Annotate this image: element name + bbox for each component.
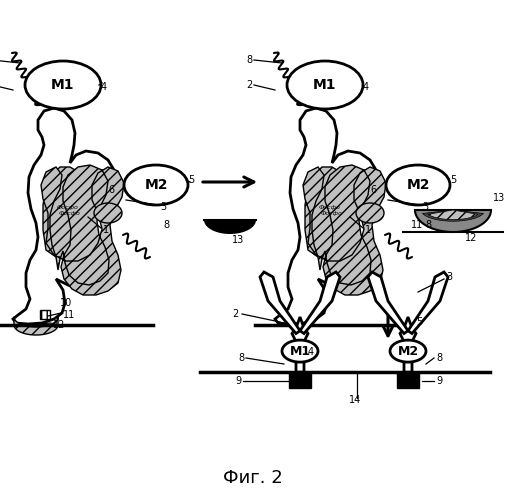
Text: 13: 13	[493, 193, 505, 203]
Text: 3: 3	[446, 272, 452, 282]
Text: 3: 3	[422, 202, 428, 212]
Text: 10: 10	[60, 298, 73, 308]
Text: 4: 4	[308, 347, 314, 357]
Text: 2: 2	[232, 309, 238, 319]
Ellipse shape	[386, 165, 450, 205]
Text: 5: 5	[450, 175, 456, 185]
Ellipse shape	[94, 203, 122, 223]
Text: 3: 3	[160, 202, 166, 212]
Text: M2: M2	[406, 178, 430, 192]
Text: 6: 6	[370, 185, 376, 195]
Ellipse shape	[282, 340, 318, 362]
Text: 6: 6	[108, 185, 114, 195]
Text: 14: 14	[349, 395, 361, 405]
Ellipse shape	[350, 201, 374, 219]
Polygon shape	[408, 272, 448, 334]
Text: 8: 8	[163, 220, 169, 230]
Polygon shape	[305, 167, 355, 257]
Bar	[289, 372, 311, 388]
Polygon shape	[204, 220, 256, 234]
Text: 12: 12	[53, 320, 65, 330]
Text: 5: 5	[416, 317, 422, 327]
Ellipse shape	[124, 165, 188, 205]
Ellipse shape	[88, 201, 112, 219]
Text: M2: M2	[144, 178, 168, 192]
Polygon shape	[260, 272, 300, 334]
Polygon shape	[275, 108, 378, 324]
Text: 12: 12	[465, 233, 478, 243]
Text: 1: 1	[103, 225, 109, 235]
Text: 8: 8	[436, 353, 442, 363]
Polygon shape	[41, 165, 124, 295]
Polygon shape	[368, 272, 408, 334]
Text: 8: 8	[425, 220, 431, 230]
Polygon shape	[400, 317, 416, 372]
Polygon shape	[43, 167, 93, 257]
Polygon shape	[303, 165, 386, 295]
Text: M1: M1	[313, 78, 337, 92]
Polygon shape	[300, 272, 340, 334]
Text: 4: 4	[101, 82, 107, 92]
Bar	[40, 310, 50, 319]
Text: 8: 8	[238, 353, 244, 363]
Text: 8: 8	[246, 55, 252, 65]
Text: 4: 4	[363, 82, 369, 92]
Text: 2: 2	[246, 80, 252, 90]
Polygon shape	[422, 210, 484, 221]
Text: 11: 11	[411, 220, 423, 230]
Ellipse shape	[390, 340, 426, 362]
Ellipse shape	[287, 61, 363, 109]
Text: M1: M1	[289, 344, 311, 358]
Ellipse shape	[356, 203, 384, 223]
Ellipse shape	[25, 61, 101, 109]
Text: 11: 11	[63, 310, 75, 320]
Text: 13: 13	[232, 235, 244, 245]
Text: Фосфо: Фосфо	[321, 210, 343, 216]
Text: 9: 9	[436, 376, 442, 386]
Text: 5: 5	[188, 175, 194, 185]
Text: M1: M1	[51, 78, 75, 92]
Polygon shape	[415, 210, 491, 232]
Text: Фосфо: Фосфо	[319, 204, 341, 210]
Polygon shape	[13, 108, 116, 324]
Text: 1: 1	[365, 225, 371, 235]
Text: Фосфо: Фосфо	[57, 204, 79, 210]
Bar	[397, 372, 419, 388]
Polygon shape	[428, 210, 478, 220]
Polygon shape	[292, 317, 308, 372]
Text: Фиг. 2: Фиг. 2	[223, 469, 283, 487]
Text: M2: M2	[397, 344, 419, 358]
Text: 9: 9	[235, 376, 241, 386]
Text: Фосфо: Фосфо	[59, 210, 81, 216]
